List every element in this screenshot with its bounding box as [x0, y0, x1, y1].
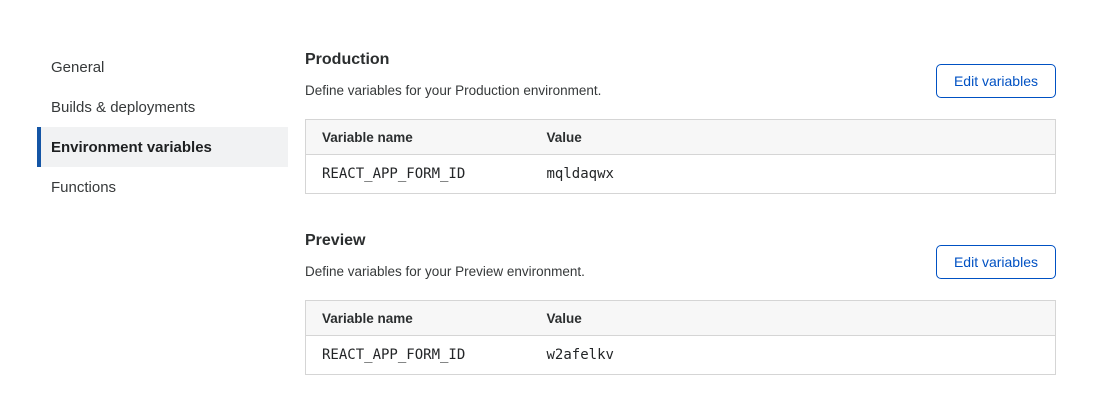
production-section: Production Define variables for your Pro…: [305, 50, 1056, 194]
variable-value-cell: w2afelkv: [530, 335, 1056, 375]
table-header-row: Variable name Value: [305, 119, 1056, 155]
environment-variables-settings-page: General Builds & deployments Environment…: [37, 47, 1056, 375]
sidebar-item-environment-variables[interactable]: Environment variables: [37, 127, 288, 167]
edit-variables-button-production[interactable]: Edit variables: [935, 64, 1056, 98]
section-description-preview: Define variables for your Preview enviro…: [305, 264, 585, 279]
column-header-value: Value: [530, 300, 1056, 336]
preview-header-text: Preview Define variables for your Previe…: [305, 231, 585, 280]
column-header-value: Value: [530, 119, 1056, 155]
table-row: REACT_APP_FORM_ID w2afelkv: [305, 335, 1056, 375]
sidebar-item-builds-deployments[interactable]: Builds & deployments: [51, 98, 196, 116]
table-header-row: Variable name Value: [305, 300, 1056, 336]
section-description-production: Define variables for your Production env…: [305, 83, 602, 98]
production-section-header: Production Define variables for your Pro…: [305, 50, 1056, 99]
column-header-variable-name: Variable name: [305, 119, 531, 155]
production-header-text: Production Define variables for your Pro…: [305, 50, 601, 99]
preview-variables-table: Variable name Value REACT_APP_FORM_ID w2…: [305, 300, 1056, 375]
settings-sidebar: General Builds & deployments Environment…: [37, 47, 288, 375]
section-title-preview: Preview: [305, 232, 366, 249]
variable-value-cell: mqldaqwx: [530, 154, 1056, 194]
sidebar-item-general[interactable]: General: [51, 58, 105, 76]
preview-section-header: Preview Define variables for your Previe…: [305, 231, 1056, 280]
sidebar-item-functions[interactable]: Functions: [51, 178, 117, 196]
variable-name-cell: REACT_APP_FORM_ID: [305, 335, 531, 375]
edit-variables-button-preview[interactable]: Edit variables: [935, 245, 1056, 279]
variable-name-cell: REACT_APP_FORM_ID: [305, 154, 531, 194]
preview-section: Preview Define variables for your Previe…: [305, 231, 1056, 375]
table-row: REACT_APP_FORM_ID mqldaqwx: [305, 154, 1056, 194]
column-header-variable-name: Variable name: [305, 300, 531, 336]
settings-main-content: Production Define variables for your Pro…: [305, 47, 1056, 375]
production-variables-table: Variable name Value REACT_APP_FORM_ID mq…: [305, 119, 1056, 194]
section-title-production: Production: [305, 51, 390, 68]
